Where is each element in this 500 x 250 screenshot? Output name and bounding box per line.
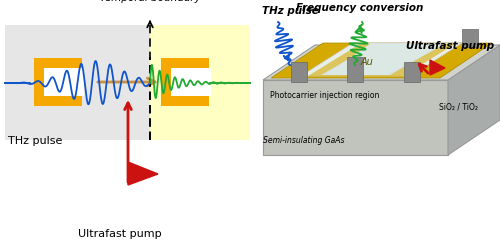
Text: Frequency conversion: Frequency conversion xyxy=(296,3,424,13)
FancyBboxPatch shape xyxy=(171,69,199,96)
FancyBboxPatch shape xyxy=(195,69,211,96)
Text: THz pulse: THz pulse xyxy=(8,136,62,145)
Text: Au: Au xyxy=(360,56,373,66)
FancyBboxPatch shape xyxy=(161,59,209,106)
FancyBboxPatch shape xyxy=(68,69,84,96)
Polygon shape xyxy=(430,61,445,76)
Bar xyxy=(5,26,150,140)
Text: Semi-insulating GaAs: Semi-insulating GaAs xyxy=(263,136,344,144)
Text: THz pulse: THz pulse xyxy=(262,6,319,16)
Polygon shape xyxy=(263,81,448,156)
Polygon shape xyxy=(128,162,158,185)
Polygon shape xyxy=(308,45,455,77)
Polygon shape xyxy=(263,46,500,81)
Polygon shape xyxy=(462,30,478,48)
Polygon shape xyxy=(325,45,445,76)
Text: SiO₂ / TiO₂: SiO₂ / TiO₂ xyxy=(439,102,478,112)
Polygon shape xyxy=(448,46,500,156)
Bar xyxy=(347,58,363,83)
FancyBboxPatch shape xyxy=(44,69,72,96)
Text: Ultrafast pump: Ultrafast pump xyxy=(78,228,162,238)
Polygon shape xyxy=(301,44,462,77)
Polygon shape xyxy=(321,46,442,76)
Text: Ultrafast pump: Ultrafast pump xyxy=(406,41,494,51)
Bar xyxy=(404,63,420,83)
Bar xyxy=(291,63,307,83)
Text: Photocarrier injection region: Photocarrier injection region xyxy=(270,91,380,100)
Text: "Temporal boundary": "Temporal boundary" xyxy=(95,0,206,3)
Bar xyxy=(150,26,250,140)
FancyBboxPatch shape xyxy=(34,59,82,106)
Polygon shape xyxy=(271,44,492,79)
